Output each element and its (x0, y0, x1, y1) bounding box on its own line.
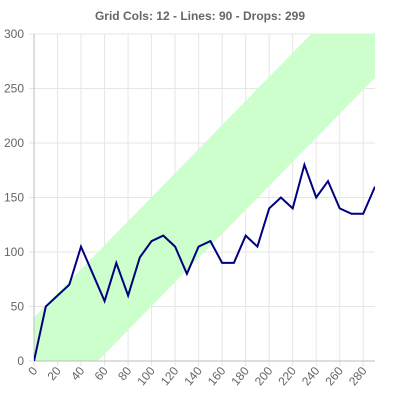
x-tick-label: 160 (205, 364, 229, 389)
y-tick-label: 200 (4, 136, 24, 150)
y-tick-label: 100 (4, 245, 24, 259)
x-tick-label: 200 (252, 364, 276, 389)
y-axis-ticks: 0 50 100 150 200 250 300 (4, 27, 24, 368)
x-tick-label: 280 (346, 364, 370, 389)
x-tick-label: 120 (158, 364, 182, 389)
chart-title: Grid Cols: 12 - Lines: 90 - Drops: 299 (95, 9, 305, 23)
y-tick-label: 0 (17, 354, 24, 368)
x-tick-label: 20 (45, 364, 65, 383)
series-line (34, 161, 375, 361)
x-tick-label: 100 (134, 364, 158, 389)
y-tick-label: 250 (4, 82, 24, 96)
y-tick-label: 50 (11, 300, 25, 314)
x-tick-label: 80 (115, 364, 135, 383)
x-axis-ticks: 0 20 40 60 80 100 120 140 160 180 200 220 240 260 280 (25, 364, 369, 389)
x-tick-label: 0 (25, 364, 40, 378)
x-tick-label: 240 (299, 364, 323, 389)
x-tick-label: 220 (275, 364, 299, 389)
series-layer (34, 161, 375, 361)
y-tick-label: 300 (4, 27, 24, 41)
x-tick-label: 40 (68, 364, 88, 383)
x-tick-label: 260 (322, 364, 346, 389)
range-band (34, 34, 375, 361)
axes (33, 34, 375, 362)
x-tick-label: 140 (181, 364, 205, 389)
x-tick-label: 180 (228, 364, 252, 389)
range-band-layer (34, 34, 375, 361)
x-tick-label: 60 (92, 364, 112, 383)
y-tick-label: 150 (4, 191, 24, 205)
